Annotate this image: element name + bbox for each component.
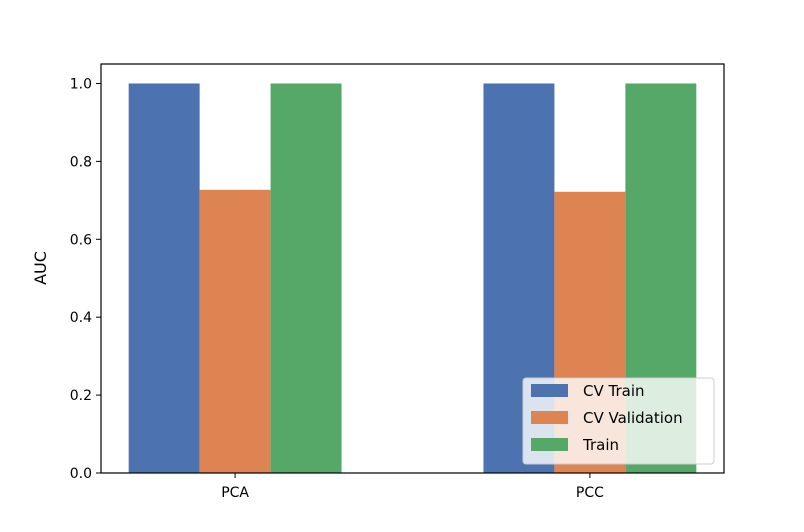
legend-label: CV Validation [583, 409, 683, 427]
y-axis-label: AUC [31, 251, 50, 285]
y-tick-label: 1.0 [70, 76, 92, 92]
legend-box [522, 377, 715, 465]
legend-swatch [531, 438, 568, 451]
x-tick-label: PCA [221, 485, 249, 501]
y-tick-label: 0.0 [70, 466, 92, 482]
legend-label: CV Train [583, 382, 645, 400]
y-tick-label: 0.2 [70, 388, 92, 404]
legend-label: Train [582, 436, 619, 454]
y-tick-label: 0.8 [70, 154, 92, 170]
bar-cv-train-pca [128, 83, 200, 473]
bar-train-pca [270, 83, 342, 473]
legend: CV Train CV Validation Train [522, 377, 715, 465]
y-tick-label: 0.4 [70, 310, 92, 326]
x-tick-label: PCC [576, 485, 604, 501]
y-tick-label: 0.6 [70, 232, 92, 248]
bar-cv-validation-pca [199, 189, 271, 473]
plot-frame [100, 63, 725, 474]
legend-swatch [531, 411, 568, 424]
legend-swatch [531, 384, 568, 397]
